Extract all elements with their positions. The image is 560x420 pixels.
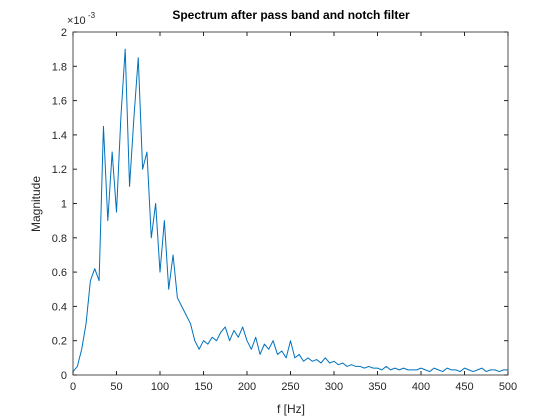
- x-tick-label: 200: [238, 381, 256, 393]
- y-tick-label: 0.8: [52, 233, 67, 245]
- y-tick-label: 2: [61, 27, 67, 39]
- x-tick-label: 100: [151, 381, 169, 393]
- x-tick-label: 250: [281, 381, 299, 393]
- y-tick-label: 0.6: [52, 267, 67, 279]
- plot-box: [72, 31, 509, 376]
- y-tick-label: 1.2: [52, 164, 67, 176]
- y-tick-label: 0.2: [52, 336, 67, 348]
- y-tick-label: 1.6: [52, 96, 67, 108]
- y-axis-label: Magnitude: [29, 176, 43, 232]
- y-tick-label: 0.4: [52, 301, 67, 313]
- x-axis-label: f [Hz]: [277, 402, 305, 416]
- y-multiplier: ×10: [67, 15, 86, 27]
- chart-title: Spectrum after pass band and notch filte…: [172, 8, 410, 22]
- x-tick-label: 450: [455, 381, 473, 393]
- x-tick-label: 50: [110, 381, 122, 393]
- spectrum-line: [72, 48, 508, 373]
- y-tick-label: 1.8: [52, 61, 67, 73]
- y-multiplier-exponent: -3: [88, 11, 96, 20]
- y-tick-label: 0: [61, 370, 67, 382]
- y-tick-label: 1.4: [52, 130, 67, 142]
- x-tick-label: 300: [325, 381, 343, 393]
- x-tick-label: 400: [412, 381, 430, 393]
- x-tick-label: 150: [194, 381, 212, 393]
- x-tick-label: 0: [70, 381, 76, 393]
- y-tick-label: 1: [61, 199, 67, 211]
- x-tick-label: 350: [368, 381, 386, 393]
- x-tick-label: 500: [499, 381, 517, 393]
